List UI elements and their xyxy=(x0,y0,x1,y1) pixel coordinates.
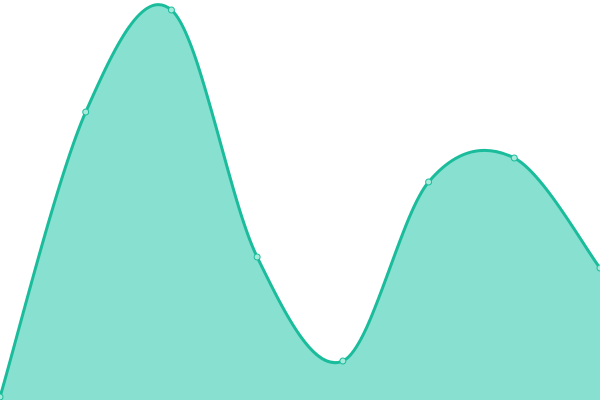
area-fill xyxy=(0,4,600,400)
data-point-6 xyxy=(510,154,518,162)
data-point-0 xyxy=(0,393,4,400)
data-point-2 xyxy=(167,6,175,14)
data-point-4 xyxy=(339,357,347,365)
data-point-1 xyxy=(82,108,90,116)
data-markers xyxy=(0,6,600,400)
data-point-7 xyxy=(596,264,600,272)
data-point-5 xyxy=(425,178,433,186)
data-point-3 xyxy=(253,253,261,261)
